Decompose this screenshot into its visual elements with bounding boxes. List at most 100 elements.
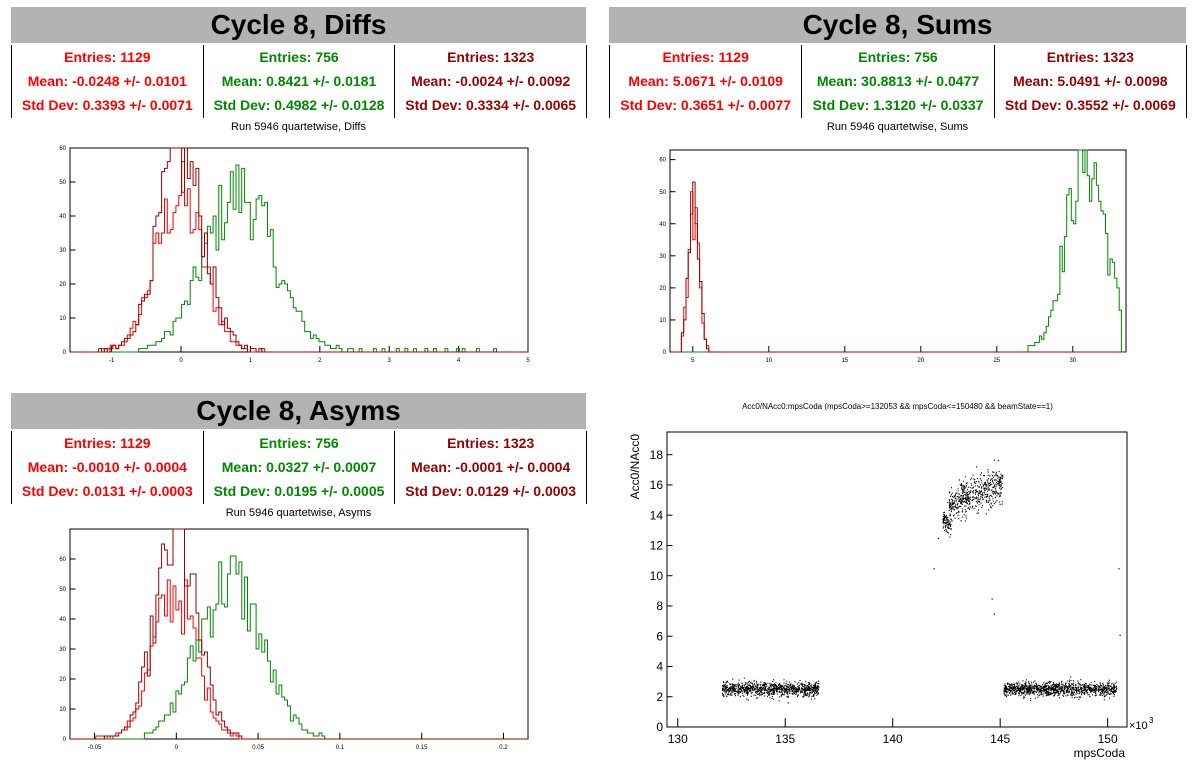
x-tick-label: 140 <box>883 732 903 746</box>
stat-entries: Entries: 1129 <box>662 49 749 65</box>
sums-stats-box: Entries: 1129 Mean: 5.0671 +/- 0.0109 St… <box>609 45 1187 118</box>
stat-std: Std Dev: 0.3393 +/- 0.0071 <box>21 97 193 113</box>
y-tick-label: 0 <box>663 350 667 356</box>
x-tick-label: 30 <box>1069 358 1076 364</box>
stat-mean: Mean: 30.8813 +/- 0.0477 <box>816 73 980 89</box>
diffs-stats-red: Entries: 1129 Mean: -0.0248 +/- 0.0101 S… <box>12 45 204 118</box>
plot-frame <box>669 149 1127 353</box>
asyms-stats-darkred: Entries: 1323 Mean: -0.0001 +/- 0.0004 S… <box>395 431 586 504</box>
histogram-series-red <box>70 579 528 740</box>
stat-std: Std Dev: 0.3334 +/- 0.0065 <box>405 97 577 113</box>
stat-std: Std Dev: 0.4982 +/- 0.0128 <box>213 97 385 113</box>
y-tick-label: 20 <box>59 282 66 288</box>
y-tick-label: 0 <box>63 350 67 356</box>
x-axis-label: mpsCoda <box>1074 746 1126 760</box>
y-tick-label: 10 <box>650 569 664 583</box>
y-tick-label: 14 <box>650 508 664 522</box>
y-tick-label: 20 <box>59 677 66 683</box>
x-tick-label: 0.15 <box>416 745 428 751</box>
y-tick-label: 10 <box>59 707 66 713</box>
diffs-stats-green: Entries: 756 Mean: 0.8421 +/- 0.0181 Std… <box>204 45 396 118</box>
y-tick-label: 12 <box>650 539 664 553</box>
y-tick-label: 10 <box>59 316 66 322</box>
x-tick-label: 0 <box>175 745 179 751</box>
y-tick-label: 6 <box>656 629 663 643</box>
scatter-outlier <box>1119 634 1121 636</box>
y-tick-label: 20 <box>659 286 666 292</box>
y-tick-label: 10 <box>659 318 666 324</box>
y-tick-label: 60 <box>659 158 666 164</box>
x-tick-label: 135 <box>775 732 795 746</box>
stat-entries: Entries: 1129 <box>64 435 151 451</box>
y-tick-label: 30 <box>59 248 66 254</box>
x-tick-label: 10 <box>765 358 772 364</box>
y-tick-label: 50 <box>59 587 66 593</box>
x-tick-label: 20 <box>917 358 924 364</box>
scatter-cluster <box>1003 676 1118 702</box>
x-tick-label: 5 <box>691 358 695 364</box>
x-tick-label: 2 <box>318 358 322 364</box>
y-tick-label: 2 <box>656 690 663 704</box>
y-tick-label: 4 <box>656 660 663 674</box>
y-tick-label: 0 <box>656 720 663 734</box>
stat-entries: Entries: 1323 <box>1046 49 1134 65</box>
x-tick-label: 0.2 <box>499 745 508 751</box>
stat-mean: Mean: -0.0248 +/- 0.0101 <box>27 73 187 89</box>
x-tick-label: 3 <box>388 358 392 364</box>
sums-title: Cycle 8, Sums <box>609 7 1186 43</box>
y-tick-label: 60 <box>59 557 66 563</box>
asyms-stats-green: Entries: 756 Mean: 0.0327 +/- 0.0007 Std… <box>204 431 396 504</box>
y-tick-label: 8 <box>656 599 663 613</box>
stat-mean: Mean: 5.0671 +/- 0.0109 <box>628 73 783 89</box>
diffs-title: Cycle 8, Diffs <box>11 7 586 43</box>
histogram-series-green <box>70 555 528 740</box>
scatter-outlier <box>933 568 935 570</box>
y-tick-label: 40 <box>59 214 66 220</box>
histogram-series-green <box>670 149 1126 353</box>
y-tick-label: 60 <box>59 146 66 152</box>
stat-std: Std Dev: 0.0129 +/- 0.0003 <box>405 483 577 499</box>
scatter-title: Acc0/NAcc0:mpsCoda (mpsCoda>=132053 && m… <box>742 402 1053 411</box>
sums-stats-darkred: Entries: 1323 Mean: 5.0491 +/- 0.0098 St… <box>995 45 1186 118</box>
histogram-series-darkred <box>670 181 1126 353</box>
stat-entries: Entries: 756 <box>858 49 938 65</box>
asyms-stats-box: Entries: 1129 Mean: -0.0010 +/- 0.0004 S… <box>11 431 587 504</box>
y-tick-label: 50 <box>59 180 66 186</box>
y-tick-label: 16 <box>650 478 664 492</box>
stat-std: Std Dev: 0.0131 +/- 0.0003 <box>21 483 193 499</box>
scatter-outlier <box>937 537 940 540</box>
stat-entries: Entries: 1323 <box>447 49 535 65</box>
stat-entries: Entries: 756 <box>259 49 339 65</box>
stat-mean: Mean: 0.8421 +/- 0.0181 <box>221 73 377 89</box>
scatter-cluster <box>942 502 952 536</box>
y-tick-label: 50 <box>659 190 666 196</box>
sums-subtitle: Run 5946 quartetwise, Sums <box>826 121 969 133</box>
scatter-outlier <box>1118 568 1120 570</box>
plot-frame <box>666 431 1128 728</box>
x-axis-multiplier: ×10 <box>1129 720 1148 732</box>
x-tick-label: 1 <box>249 358 253 364</box>
x-tick-label: 150 <box>1098 732 1118 746</box>
x-tick-label: -0.05 <box>88 745 102 751</box>
sums-stats-red: Entries: 1129 Mean: 5.0671 +/- 0.0109 St… <box>610 45 803 118</box>
x-tick-label: 0.05 <box>252 745 264 751</box>
asyms-stats-red: Entries: 1129 Mean: -0.0010 +/- 0.0004 S… <box>12 431 204 504</box>
diffs-stats-box: Entries: 1129 Mean: -0.0248 +/- 0.0101 S… <box>11 45 587 118</box>
scatter-plot: 130 135 140 145 150 0 2 4 6 8 10 12 14 16 18 mpsCoda Acc… <box>628 431 1154 760</box>
histogram-series-darkred <box>70 147 528 353</box>
stat-mean: Mean: -0.0001 +/- 0.0004 <box>411 459 571 475</box>
stat-std: Std Dev: 0.0195 +/- 0.0005 <box>213 483 385 499</box>
x-tick-label: 145 <box>990 732 1010 746</box>
stat-mean: Mean: 0.0327 +/- 0.0007 <box>221 459 377 475</box>
stat-entries: Entries: 756 <box>259 435 339 451</box>
y-tick-label: 30 <box>659 254 666 260</box>
asyms-title: Cycle 8, Asyms <box>11 393 586 429</box>
y-tick-label: 0 <box>63 737 67 743</box>
x-tick-label: 4 <box>457 358 461 364</box>
x-tick-label: 5 <box>526 358 530 364</box>
y-tick-label: 18 <box>650 448 664 462</box>
stat-entries: Entries: 1129 <box>64 49 151 65</box>
x-tick-label: 15 <box>841 358 848 364</box>
scatter-cluster <box>948 459 1004 538</box>
histogram-series-red <box>670 191 1126 353</box>
